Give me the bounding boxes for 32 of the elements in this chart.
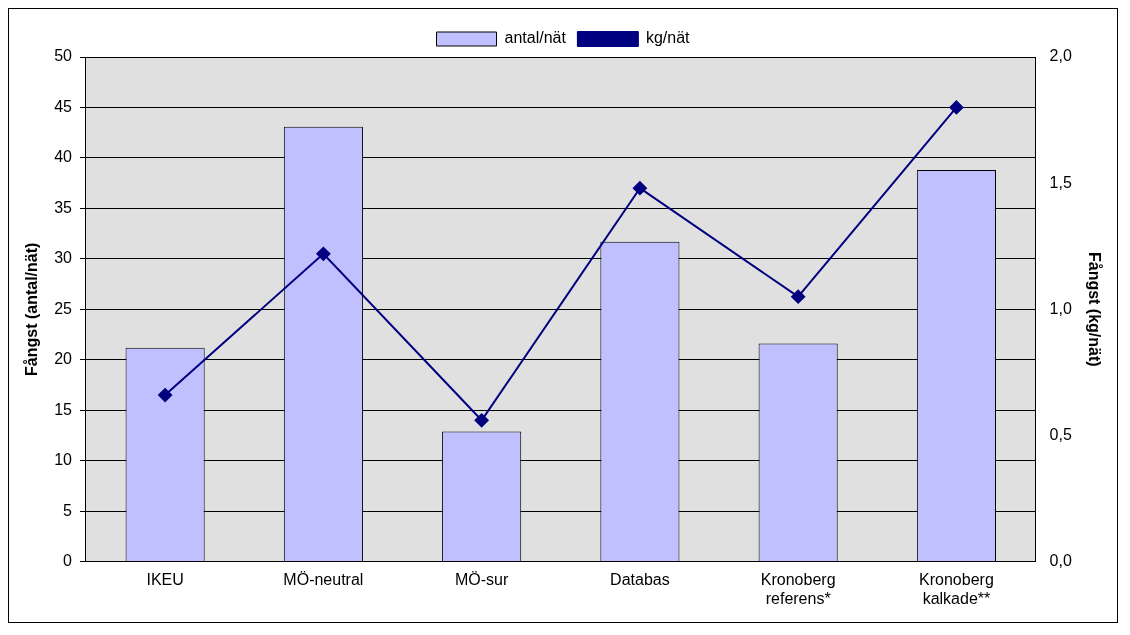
point bbox=[474, 413, 489, 428]
y-tick-label: 40 bbox=[54, 148, 73, 166]
point bbox=[632, 181, 647, 196]
point bbox=[158, 388, 173, 403]
y-tick-label: 50 bbox=[54, 47, 73, 65]
y-tick-label: 5 bbox=[63, 501, 73, 519]
point bbox=[316, 246, 331, 261]
y2-tick-label: 2,0 bbox=[1049, 47, 1072, 65]
x-tick-label: Kronoberg kalkade** bbox=[919, 570, 994, 607]
legend-label: kg/nät bbox=[645, 29, 691, 47]
point bbox=[791, 289, 806, 304]
y-tick-label: 35 bbox=[54, 198, 73, 216]
y2-tick-label: 0,0 bbox=[1049, 552, 1072, 570]
x-tick-label: Kronoberg referens* bbox=[760, 570, 836, 607]
y-tick-label: 0 bbox=[63, 552, 73, 570]
y2-tick-label: 1,0 bbox=[1049, 299, 1072, 317]
y-tick-label: 30 bbox=[54, 249, 73, 267]
y2-axis-title: Fångst (kg/nät) bbox=[1085, 251, 1103, 367]
y-axis-title: Fångst (antal/nät) bbox=[23, 242, 41, 376]
y-tick-label: 25 bbox=[54, 299, 73, 317]
x-tick-label: IKEU bbox=[146, 570, 184, 588]
x-tick-label: MÖ-sur bbox=[454, 570, 509, 588]
y-tick-label: 20 bbox=[54, 350, 73, 368]
legend-label: antal/nät bbox=[504, 29, 567, 47]
y2-tick-label: 0,5 bbox=[1049, 425, 1072, 443]
y2-tick-label: 1,5 bbox=[1049, 173, 1072, 191]
x-tick-label: MÖ-neutral bbox=[283, 570, 364, 588]
point bbox=[949, 100, 964, 115]
x-tick-label: Databas bbox=[610, 570, 670, 588]
y-tick-label: 15 bbox=[54, 400, 73, 418]
y-tick-label: 45 bbox=[54, 97, 73, 115]
y-tick-label: 10 bbox=[54, 451, 73, 469]
